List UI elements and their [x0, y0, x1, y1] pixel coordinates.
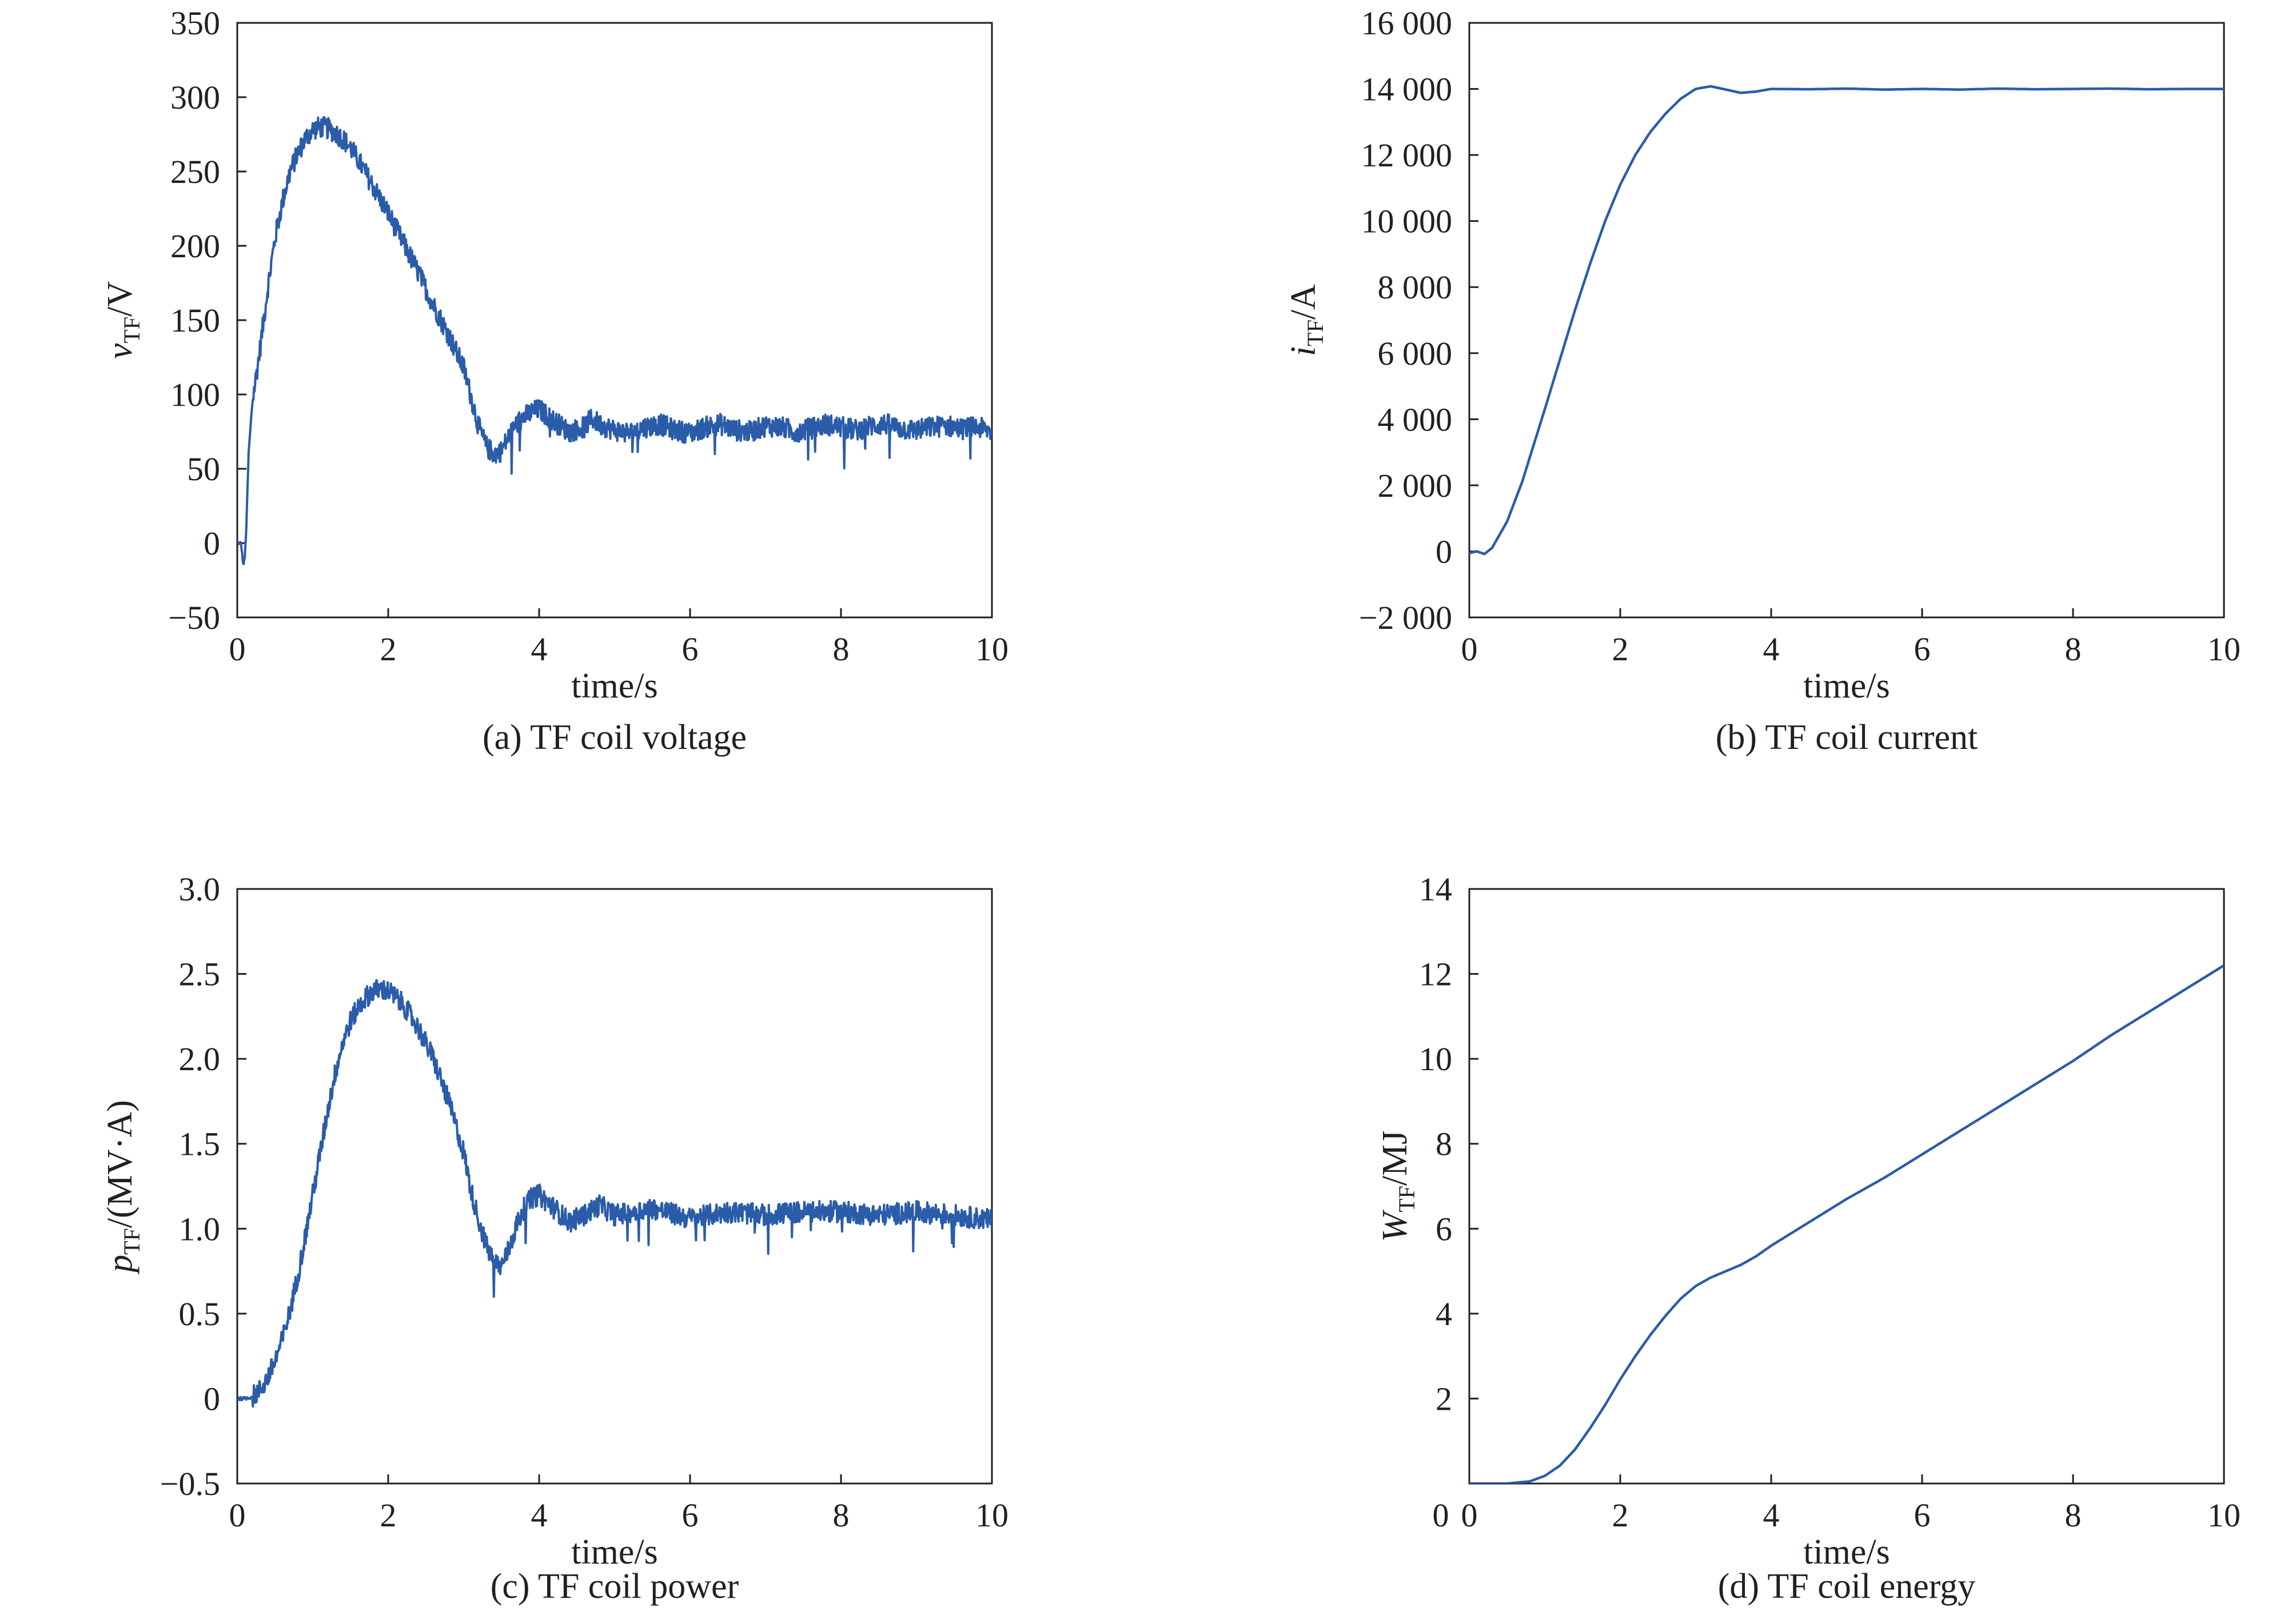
x-tick-label: 0 — [229, 1497, 246, 1534]
x-tick-label: 10 — [2207, 1497, 2241, 1534]
chart-panel-c: 0 2 4 6 8 10−0.500.51.01.52.02.53.0time/spTF/… — [101, 871, 1009, 1606]
y-tick-label: 14 — [1419, 871, 1452, 908]
x-tick-label: 2 — [1612, 1497, 1629, 1534]
y-tick-label: 50 — [187, 450, 220, 488]
y-axis-subscript: TF — [1302, 320, 1328, 346]
y-axis-subscript: TF — [1394, 1186, 1420, 1213]
plot-frame — [236, 22, 993, 619]
y-axis-unit: /(MV·A) — [101, 1100, 139, 1228]
y-tick-label: 250 — [170, 153, 220, 190]
chart-panel-a: 0 2 4 6 8 10−50050100150200250300350time/svTF… — [101, 5, 1009, 757]
y-axis-title: vTF/V — [101, 281, 145, 359]
x-tick-label: 0 — [1461, 1497, 1478, 1534]
y-tick-label: 2.0 — [179, 1040, 221, 1078]
y-tick-label: 2.5 — [179, 956, 221, 993]
x-tick-label: 4 — [531, 631, 548, 668]
series-line — [237, 116, 992, 565]
y-tick-label: 2 000 — [1378, 467, 1453, 504]
x-tick-label: 4 — [1763, 1497, 1780, 1534]
x-tick-label: 4 — [531, 1497, 548, 1534]
origin-label: 0 — [1433, 1497, 1449, 1534]
y-tick-label: 1.5 — [179, 1126, 221, 1163]
x-tick-label: 8 — [833, 631, 850, 668]
y-axis-unit: /A — [1284, 284, 1323, 320]
panel-caption: (b) TF coil current — [1716, 718, 1978, 757]
y-tick-label: 10 — [1419, 1040, 1452, 1078]
y-tick-label: 10 000 — [1361, 203, 1453, 240]
plot-frame — [236, 888, 993, 1485]
y-tick-label: 8 — [1436, 1126, 1452, 1163]
y-axis-unit: /V — [101, 281, 139, 317]
y-axis-symbol: v — [101, 343, 139, 359]
y-tick-label: −2 000 — [1359, 599, 1452, 636]
x-tick-label: 10 — [975, 631, 1009, 668]
y-tick-label: 14 000 — [1361, 71, 1453, 108]
x-tick-label: 8 — [2065, 1497, 2082, 1534]
y-tick-label: 1.0 — [179, 1210, 221, 1247]
x-tick-label: 6 — [682, 631, 699, 668]
x-tick-label: 0 — [229, 631, 246, 668]
y-tick-label: 12 — [1419, 956, 1452, 993]
x-tick-label: 2 — [1612, 631, 1629, 668]
y-axis-title: WTF/MJ — [1376, 1131, 1420, 1242]
series-line — [237, 979, 992, 1408]
y-tick-label: 200 — [170, 228, 220, 265]
y-tick-label: −50 — [168, 599, 220, 636]
y-axis-subscript: TF — [119, 317, 145, 344]
y-axis-symbol: p — [101, 1255, 139, 1275]
x-axis-title: time/s — [571, 667, 658, 705]
x-tick-label: 6 — [1914, 1497, 1931, 1534]
y-tick-label: 3.0 — [179, 871, 221, 908]
x-tick-label: 6 — [682, 1497, 699, 1534]
y-tick-label: −0.5 — [160, 1465, 220, 1502]
y-tick-label: 16 000 — [1361, 5, 1453, 42]
panel-caption: (a) TF coil voltage — [483, 718, 747, 757]
y-axis-symbol: i — [1284, 346, 1323, 356]
x-tick-label: 10 — [975, 1497, 1009, 1534]
y-axis-symbol: W — [1376, 1209, 1414, 1242]
series-line — [1469, 964, 2224, 1484]
y-tick-label: 4 — [1436, 1295, 1452, 1333]
panel-caption: (c) TF coil power — [491, 1567, 739, 1606]
y-tick-label: 8 000 — [1378, 269, 1453, 306]
y-tick-label: 0 — [1436, 533, 1452, 570]
y-tick-label: 100 — [170, 376, 220, 413]
x-axis-title: time/s — [1803, 667, 1890, 705]
y-tick-label: 2 — [1436, 1380, 1452, 1417]
y-tick-label: 6 000 — [1378, 335, 1453, 372]
plot-frame — [1468, 888, 2225, 1485]
y-tick-label: 150 — [170, 302, 220, 339]
x-axis-title: time/s — [1803, 1533, 1890, 1572]
plot-frame — [1468, 22, 2225, 619]
x-axis-title: time/s — [571, 1533, 658, 1572]
y-tick-label: 4 000 — [1378, 401, 1453, 438]
x-tick-label: 4 — [1763, 631, 1780, 668]
y-axis-title: iTF/A — [1284, 284, 1328, 356]
x-tick-label: 8 — [833, 1497, 850, 1534]
x-tick-label: 0 — [1461, 631, 1478, 668]
y-tick-label: 6 — [1436, 1210, 1452, 1247]
y-axis-title: pTF/(MV·A) — [101, 1100, 145, 1275]
x-tick-label: 2 — [380, 631, 397, 668]
panel-caption: (d) TF coil energy — [1718, 1567, 1976, 1606]
y-axis-subscript: TF — [119, 1228, 145, 1255]
x-tick-label: 8 — [2065, 631, 2082, 668]
y-axis-unit: /MJ — [1376, 1131, 1414, 1186]
y-tick-label: 300 — [170, 79, 220, 116]
y-tick-label: 0 — [204, 1380, 220, 1417]
y-tick-label: 12 000 — [1361, 137, 1453, 174]
y-tick-label: 0.5 — [179, 1295, 221, 1333]
x-tick-label: 2 — [380, 1497, 397, 1534]
x-tick-label: 10 — [2207, 631, 2241, 668]
series-line — [1469, 85, 2224, 556]
chart-panel-d: 0 2 4 6 8 10 2 4 6 8 10 12 14 0 time/s WTF/MJ (d) TF coi… — [1376, 871, 2241, 1606]
y-tick-label: 0 — [204, 525, 220, 562]
y-tick-label: 350 — [170, 5, 220, 42]
x-tick-label: 6 — [1914, 631, 1931, 668]
